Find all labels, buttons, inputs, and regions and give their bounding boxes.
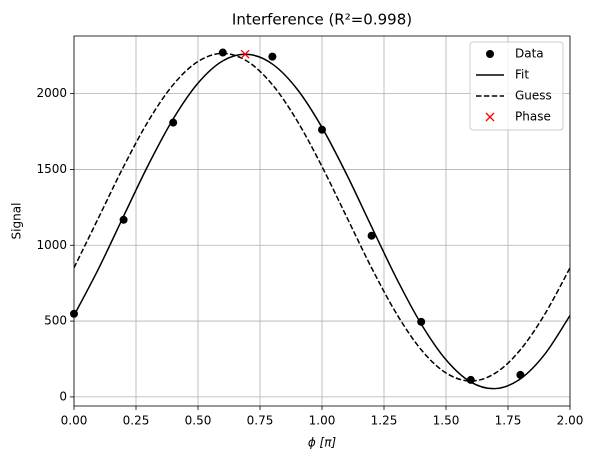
y-tick-label: 0 — [59, 389, 67, 403]
legend-label: Fit — [515, 68, 529, 82]
point — [516, 370, 525, 379]
y-tick-label: 2000 — [36, 86, 67, 100]
legend-swatch — [486, 50, 494, 58]
legend-label: Guess — [515, 89, 552, 103]
x-tick-label: 1.00 — [309, 414, 336, 428]
x-tick-label: 1.25 — [371, 414, 398, 428]
x-tick-label: 0.75 — [247, 414, 274, 428]
legend-swatch — [485, 112, 495, 122]
chart-title: Interference (R²=0.998) — [232, 11, 412, 29]
legend-label: Data — [515, 47, 544, 61]
x-tick-label: 1.75 — [495, 414, 522, 428]
point — [417, 317, 426, 326]
axes-frame — [73, 35, 571, 407]
x-axis-label: ϕ [π] — [308, 436, 337, 450]
point — [169, 118, 178, 127]
point — [268, 52, 277, 61]
point — [318, 125, 326, 134]
point — [240, 49, 250, 59]
point — [218, 48, 227, 57]
point — [367, 231, 376, 240]
x-tick-label: 1.50 — [433, 414, 460, 428]
x-tick-label: 0.25 — [123, 414, 150, 428]
x-tick-label: 2.00 — [557, 414, 584, 428]
point — [119, 215, 128, 224]
point — [466, 375, 475, 384]
line — [74, 52, 570, 382]
y-tick-label: 500 — [44, 314, 67, 328]
legend-box — [469, 41, 564, 131]
x-tick-label: 0.50 — [185, 414, 212, 428]
y-tick-label: 1000 — [36, 238, 67, 252]
y-axis-label: Signal — [10, 203, 24, 240]
legend-label: Phase — [515, 110, 551, 124]
x-tick-label: 0.00 — [61, 414, 88, 428]
y-tick-label: 1500 — [36, 162, 67, 176]
